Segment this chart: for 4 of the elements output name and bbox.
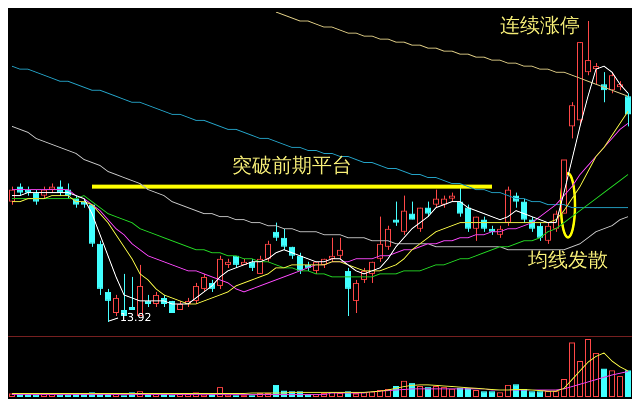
annotation: 突破前期平台 [232, 152, 352, 177]
annotation: 均线发散 [527, 248, 608, 272]
annotation: 13.92 [120, 310, 152, 324]
annotation: 连续涨停 [500, 13, 580, 38]
